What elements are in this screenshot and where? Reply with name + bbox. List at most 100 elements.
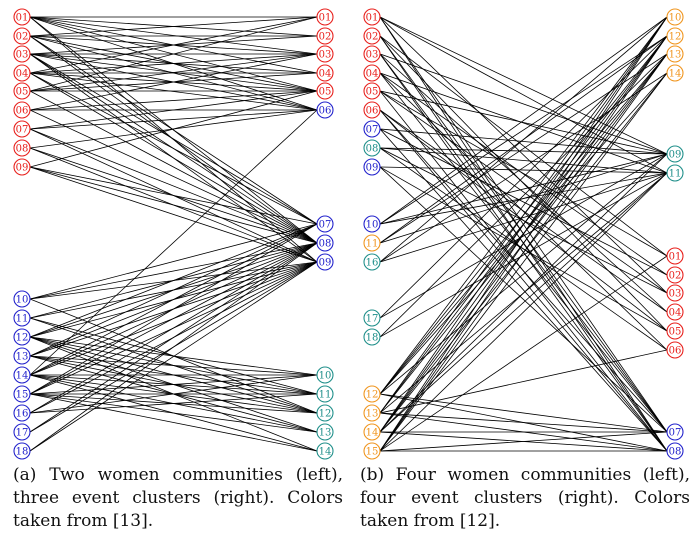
edge-12-09: [379, 153, 668, 395]
panel-a-nodes: 01 02 03 04 05 06 07 08 09 10 11 12 13 14 15 16 17 18 01 02…: [13, 8, 334, 460]
edge-15-12: [379, 35, 668, 452]
node-label: 17: [366, 314, 379, 325]
node-circle: [666, 64, 684, 82]
left-node-12: 12: [363, 385, 381, 403]
edge-15-01: [379, 255, 668, 452]
right-node-12: 12: [666, 27, 684, 45]
node-circle: [316, 82, 334, 100]
right-node-02: 02: [316, 27, 334, 45]
edge-14-06: [29, 109, 318, 376]
node-circle: [13, 101, 31, 119]
node-label: 05: [366, 87, 379, 98]
left-node-06: 06: [363, 101, 381, 119]
node-circle: [13, 290, 31, 308]
node-circle: [363, 404, 381, 422]
edge-01-09: [379, 16, 668, 155]
node-label: 01: [366, 13, 379, 24]
right-node-10: 10: [666, 8, 684, 26]
right-node-08: 08: [316, 234, 334, 252]
node-circle: [666, 45, 684, 63]
node-label: 16: [366, 258, 379, 269]
caption-a: (a) Two women communities (left), three …: [13, 465, 343, 531]
node-label: 06: [669, 346, 682, 357]
node-circle: [363, 27, 381, 45]
edge-16-10: [29, 374, 318, 414]
node-label: 09: [669, 150, 682, 161]
node-label: 01: [16, 13, 29, 24]
left-node-08: 08: [363, 139, 381, 157]
right-node-10: 10: [316, 366, 334, 384]
node-label: 04: [16, 69, 29, 80]
node-circle: [13, 27, 31, 45]
node-label: 09: [366, 163, 379, 174]
left-node-16: 16: [13, 404, 31, 422]
edge-15-07: [29, 223, 318, 395]
node-label: 04: [669, 308, 682, 319]
left-node-05: 05: [13, 82, 31, 100]
node-label: 12: [16, 333, 29, 344]
node-circle: [666, 8, 684, 26]
edge-15-10: [29, 374, 318, 395]
edge-13-10: [29, 355, 318, 376]
edge-12-07: [379, 393, 668, 433]
left-node-14: 14: [363, 423, 381, 441]
edge-05-08: [29, 90, 318, 244]
left-node-15: 15: [363, 442, 381, 460]
right-node-01: 01: [666, 247, 684, 265]
right-node-04: 04: [666, 303, 684, 321]
node-circle: [363, 442, 381, 460]
node-label: 18: [16, 447, 29, 458]
node-circle: [316, 64, 334, 82]
edge-07-08: [379, 128, 668, 452]
right-node-06: 06: [666, 341, 684, 359]
edge-02-07: [29, 35, 318, 225]
edge-15-11: [379, 172, 668, 452]
right-node-13: 13: [316, 423, 334, 441]
edge-18-09: [29, 261, 318, 452]
left-node-18: 18: [363, 328, 381, 346]
right-node-11: 11: [666, 164, 684, 182]
node-circle: [316, 215, 334, 233]
edge-10-09: [379, 153, 668, 225]
node-label: 03: [319, 50, 332, 61]
edge-18-13: [379, 53, 668, 338]
left-node-10: 10: [363, 215, 381, 233]
edge-09-07: [29, 166, 318, 225]
node-label: 13: [669, 50, 682, 61]
edge-09-08: [29, 166, 318, 244]
left-node-09: 09: [13, 158, 31, 176]
edge-09-05: [29, 90, 318, 168]
edge-05-03: [29, 53, 318, 92]
node-label: 05: [16, 87, 29, 98]
node-label: 10: [366, 220, 379, 231]
right-node-06: 06: [316, 101, 334, 119]
node-circle: [13, 139, 31, 157]
node-label: 06: [319, 106, 332, 117]
panel-a-edges: [29, 16, 318, 452]
node-circle: [363, 234, 381, 252]
panel-b-bipartite-graph: 01 02 03 04 05 06 07 08 09 10 11 16 17 18 12 13 14 15 10 12…: [363, 8, 684, 460]
right-node-02: 02: [666, 266, 684, 284]
left-node-04: 04: [13, 64, 31, 82]
node-circle: [316, 8, 334, 26]
node-label: 11: [366, 239, 379, 250]
edge-10-07: [29, 223, 318, 300]
edge-15-07: [379, 431, 668, 452]
node-circle: [13, 385, 31, 403]
node-circle: [316, 27, 334, 45]
right-node-14: 14: [666, 64, 684, 82]
panel-b-edges: [379, 16, 668, 452]
right-node-05: 05: [316, 82, 334, 100]
node-circle: [13, 328, 31, 346]
edge-04-07: [29, 72, 318, 225]
edge-16-10: [379, 16, 668, 263]
node-circle: [666, 322, 684, 340]
edge-14-10: [379, 16, 668, 433]
right-node-05: 05: [666, 322, 684, 340]
figure-canvas: 01 02 03 04 05 06 07 08 09 10 11 12 13 14 15 16 17 18 01 02…: [13, 8, 684, 460]
left-node-03: 03: [13, 45, 31, 63]
edge-14-07: [29, 223, 318, 376]
left-node-03: 03: [363, 45, 381, 63]
node-label: 01: [319, 13, 332, 24]
node-circle: [13, 309, 31, 327]
